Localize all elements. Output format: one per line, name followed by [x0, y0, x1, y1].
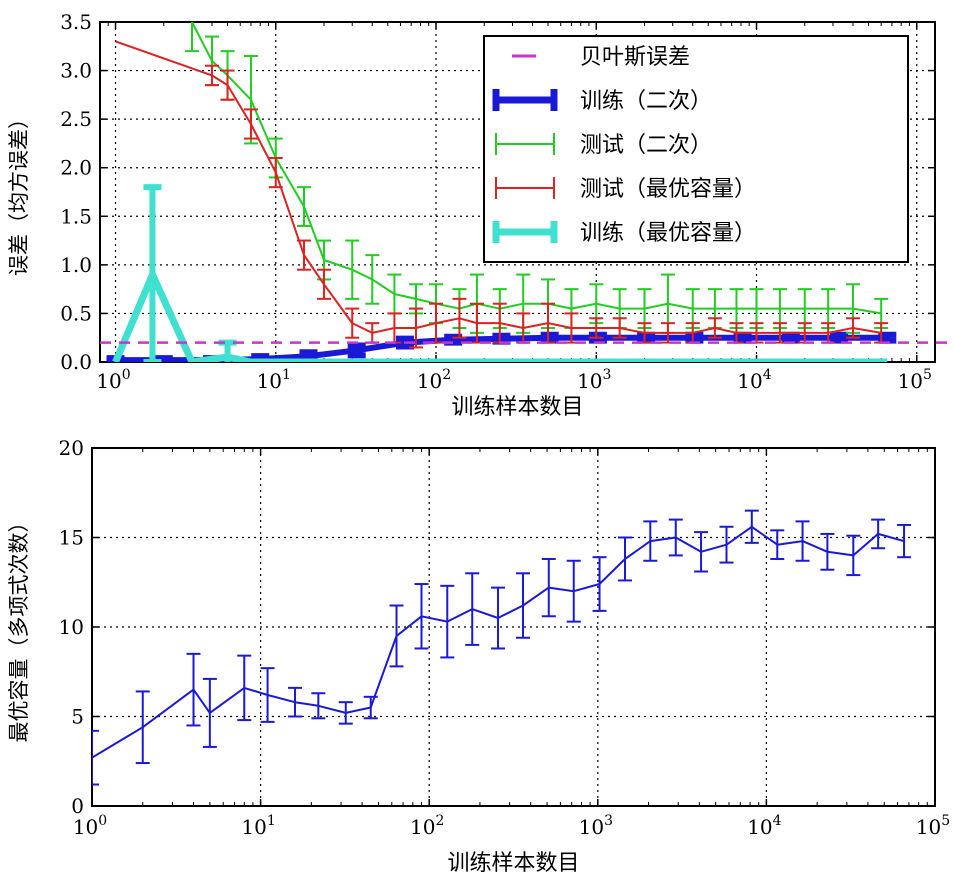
x-tick-label: 104	[737, 367, 771, 393]
series-line	[112, 271, 888, 362]
y-tick-label: 3.5	[60, 10, 92, 34]
x-tick-label: 103	[579, 813, 613, 839]
x-tick-base: 10	[747, 815, 772, 839]
x-tick-base: 10	[916, 815, 941, 839]
x-tick-base: 10	[417, 369, 442, 393]
x-tick-label: 101	[241, 813, 275, 839]
x-tick-exponent: 0	[98, 813, 107, 829]
plot-area	[92, 509, 912, 786]
y-tick-label: 20	[59, 436, 84, 460]
x-tick-exponent: 0	[122, 367, 131, 383]
x-tick-label: 102	[417, 367, 451, 393]
y-tick-label: 0.0	[60, 350, 92, 374]
y-tick-label: 10	[59, 615, 84, 639]
y-tick-label: 0.5	[60, 301, 92, 325]
x-axis-label: 训练样本数目	[447, 851, 579, 876]
grid-lines	[92, 448, 935, 806]
x-tick-base: 10	[96, 369, 121, 393]
y-tick-label: 0	[71, 794, 84, 818]
y-tick-label: 3.0	[60, 59, 92, 83]
x-tick-base: 10	[410, 815, 435, 839]
x-tick-exponent: 1	[267, 813, 276, 829]
x-tick-base: 10	[241, 815, 266, 839]
x-tick-label: 103	[577, 367, 611, 393]
y-tick-label: 5	[71, 705, 84, 729]
x-tick-exponent: 3	[603, 367, 612, 383]
x-tick-label: 105	[916, 813, 950, 839]
x-tick-exponent: 2	[435, 813, 444, 829]
x-tick-exponent: 5	[923, 367, 932, 383]
x-tick-label: 105	[898, 367, 932, 393]
legend-label: 测试（最优容量）	[580, 177, 756, 202]
legend-label: 贝叶斯误差	[580, 45, 690, 70]
series-0	[92, 509, 912, 786]
x-axis-label: 训练样本数目	[451, 395, 583, 420]
series-2	[115, 40, 889, 349]
x-tick-exponent: 3	[604, 813, 613, 829]
y-tick-label: 2.5	[60, 107, 92, 131]
x-tick-exponent: 4	[773, 813, 782, 829]
y-tick-label: 1.0	[60, 253, 92, 277]
x-tick-base: 10	[577, 369, 602, 393]
error-chart: 100 101 102 103 104 1050.00.51.01.52.02.53.03…	[7, 10, 950, 420]
x-tick-exponent: 5	[941, 813, 950, 829]
x-tick-base: 10	[257, 369, 282, 393]
legend-label: 测试（二次）	[580, 133, 712, 158]
legend-label: 训练（最优容量）	[580, 221, 756, 246]
x-tick-label: 101	[257, 367, 291, 393]
legend-label: 训练（二次）	[580, 89, 712, 114]
x-tick-label: 100	[96, 367, 130, 393]
x-tick-base: 10	[73, 815, 98, 839]
x-tick-base: 10	[579, 815, 604, 839]
y-tick-label: 15	[59, 526, 84, 550]
x-tick-base: 10	[737, 369, 762, 393]
y-axis-label: 误差（均方误差）	[7, 108, 31, 276]
y-axis-label: 最优容量（多项式次数）	[7, 512, 31, 743]
plot-area	[106, 22, 897, 362]
x-tick-label: 104	[747, 813, 781, 839]
y-tick-label: 1.5	[60, 204, 92, 228]
y-tick-label: 2.0	[60, 156, 92, 180]
x-tick-base: 10	[898, 369, 923, 393]
capacity-chart: 100 101 102 103 104 10505101520训练样本数目最优容量（多项式…	[7, 436, 950, 876]
x-tick-exponent: 1	[282, 367, 291, 383]
x-tick-exponent: 4	[763, 367, 772, 383]
x-tick-label: 102	[410, 813, 444, 839]
x-tick-exponent: 2	[442, 367, 451, 383]
x-tick-label: 100	[73, 813, 107, 839]
